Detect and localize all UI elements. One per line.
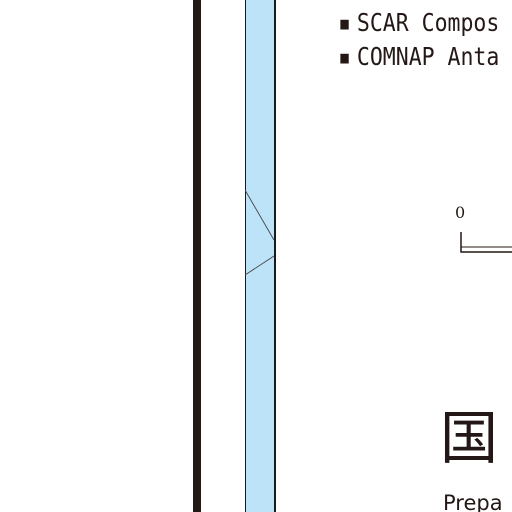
source-label: COMNAP Anta xyxy=(356,42,500,71)
map-title-kanji: 国 xyxy=(440,404,499,472)
prepared-by-text: Prepa xyxy=(443,491,503,512)
source-label: SCAR Compos xyxy=(356,8,500,37)
bullet-icon: ▪ xyxy=(338,8,351,37)
coastline-segment xyxy=(245,189,275,241)
list-item: ▪ SCAR Compos xyxy=(338,6,499,40)
bullet-icon: ▪ xyxy=(338,42,351,71)
data-source-list: ▪ SCAR Compos ▪ COMNAP Anta xyxy=(338,6,499,74)
scale-zero-label: 0 xyxy=(455,203,466,222)
coastline-segment xyxy=(245,255,275,276)
coastline-lines xyxy=(245,189,275,276)
map-frame-border xyxy=(193,0,201,512)
list-item: ▪ COMNAP Anta xyxy=(338,40,499,74)
scale-bar xyxy=(460,232,512,253)
scale-bar-outline xyxy=(460,232,512,253)
sea-strip xyxy=(245,0,276,512)
